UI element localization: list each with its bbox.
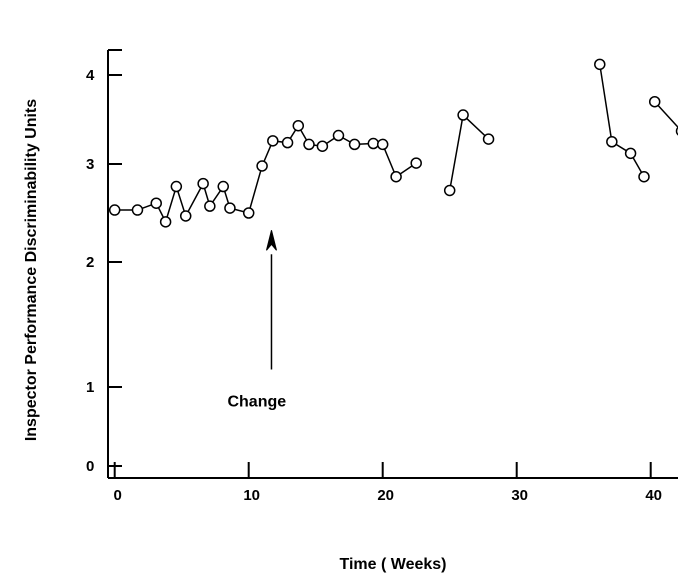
data-point: [242, 207, 255, 219]
data-point: [256, 160, 268, 172]
data-point: [348, 138, 361, 151]
data-point: [108, 204, 121, 216]
data-point: [390, 170, 402, 183]
data-point: [267, 135, 279, 147]
data-point: [594, 58, 606, 71]
data-point: [281, 136, 294, 149]
data-point: [648, 95, 661, 108]
data-point: [367, 137, 380, 150]
series-line-segment: [448, 113, 490, 191]
series-line-segment: [654, 101, 678, 129]
annotation-layer: Change: [227, 230, 286, 411]
y-tick-label: 2: [86, 254, 94, 271]
x-tick-label: 40: [645, 487, 662, 504]
data-point: [179, 210, 192, 222]
annotation-label: Change: [227, 394, 286, 411]
y-tick-label: 1: [86, 379, 94, 396]
data-point: [159, 216, 172, 228]
series-layer: [108, 58, 678, 228]
x-tick-label: 20: [377, 487, 394, 504]
y-tick-label: 3: [86, 156, 94, 173]
y-axis-title: Inspector Performance Discriminability U…: [23, 99, 40, 441]
series-line-segment: [599, 64, 645, 178]
x-tick-label: 0: [114, 487, 122, 504]
data-point: [624, 147, 637, 160]
data-point: [482, 133, 495, 145]
data-point: [457, 109, 469, 121]
data-point: [316, 140, 329, 152]
data-point: [332, 129, 345, 142]
data-point: [131, 204, 144, 216]
data-point: [170, 180, 183, 193]
data-point: [150, 197, 162, 209]
data-point: [638, 170, 650, 183]
data-point: [443, 184, 456, 197]
data-point: [197, 177, 209, 190]
data-point: [410, 157, 422, 169]
data-point: [606, 136, 618, 148]
data-point: [303, 138, 315, 151]
x-tick-label: 10: [243, 487, 260, 504]
y-tick-label: 4: [86, 67, 95, 84]
y-tick-label: 0: [86, 458, 94, 475]
data-point: [224, 202, 236, 214]
data-point: [204, 200, 216, 212]
data-point: [376, 138, 389, 151]
annotation-arrowhead: [265, 230, 277, 251]
data-point: [292, 119, 305, 132]
data-point: [217, 180, 229, 193]
x-axis-title: Time ( Weeks): [339, 556, 446, 573]
x-tick-label: 30: [511, 487, 528, 504]
